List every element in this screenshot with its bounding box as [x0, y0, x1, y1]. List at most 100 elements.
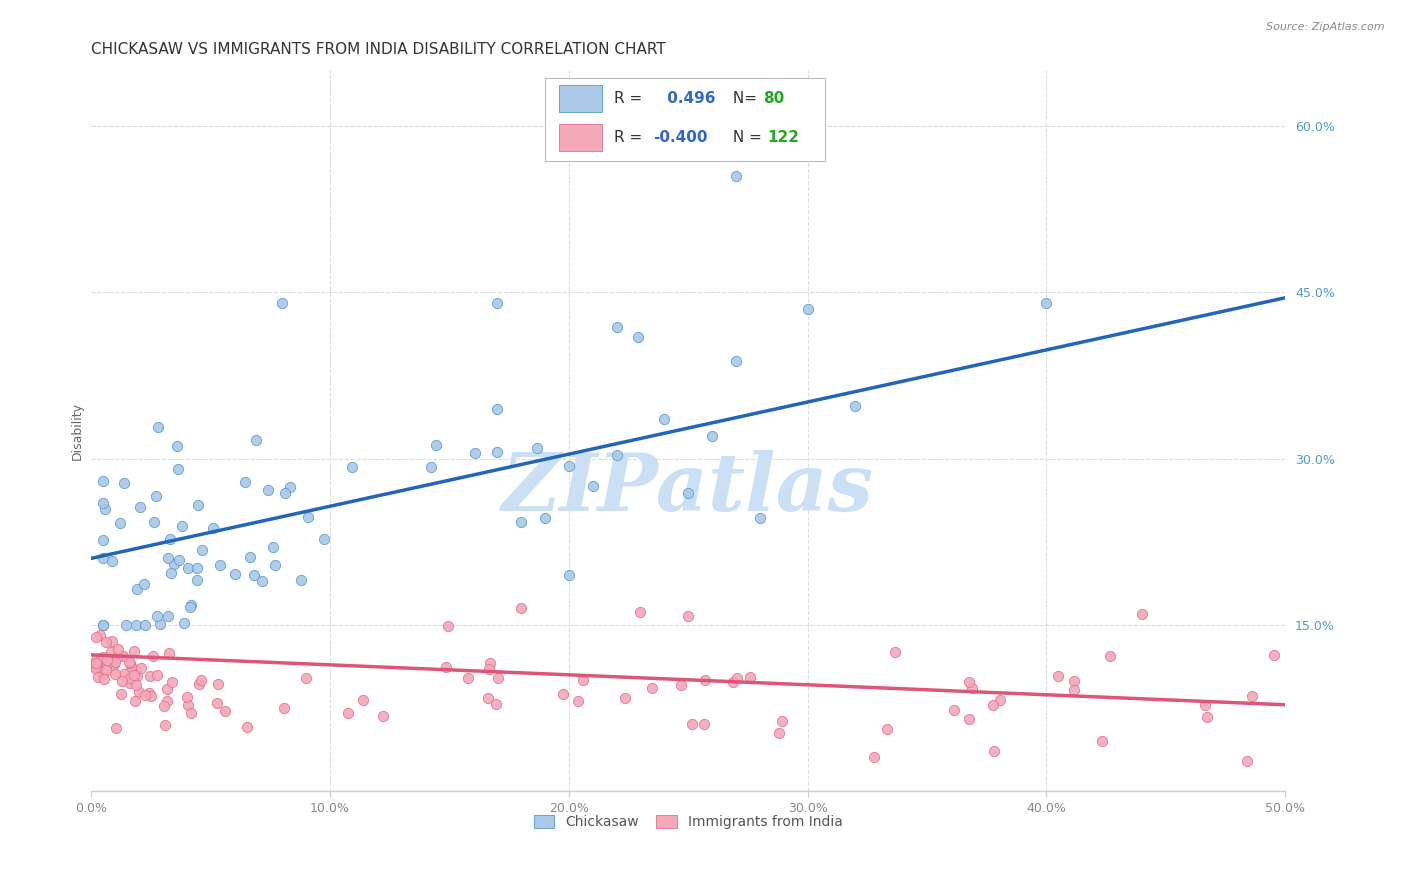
Point — [205, 696, 228, 710]
Point — [117, 656, 139, 670]
Point — [419, 460, 441, 475]
Point — [91, 662, 114, 676]
Point — [91, 496, 114, 510]
Point — [104, 667, 127, 681]
Point — [340, 460, 363, 475]
Point — [1046, 669, 1069, 683]
Point — [146, 420, 169, 434]
Point — [373, 709, 395, 723]
Point — [160, 674, 183, 689]
Point — [748, 511, 770, 525]
Point — [146, 608, 169, 623]
Text: R =: R = — [614, 91, 647, 106]
Point — [606, 320, 628, 334]
Point — [125, 663, 148, 677]
Point — [139, 669, 162, 683]
Point — [100, 634, 122, 648]
Point — [90, 652, 112, 666]
Point — [120, 657, 142, 671]
Point — [156, 694, 179, 708]
Point — [486, 671, 509, 685]
Point — [122, 668, 145, 682]
Point — [314, 532, 336, 546]
Point — [768, 725, 790, 739]
Text: N =: N = — [727, 130, 766, 145]
Point — [863, 750, 886, 764]
Point — [89, 628, 111, 642]
Point — [100, 554, 122, 568]
Point — [128, 500, 150, 514]
Point — [110, 687, 132, 701]
Point — [1194, 698, 1216, 713]
Text: Source: ZipAtlas.com: Source: ZipAtlas.com — [1267, 22, 1385, 32]
Point — [262, 540, 284, 554]
Point — [101, 661, 124, 675]
Point — [876, 722, 898, 736]
Point — [700, 429, 723, 443]
Point — [127, 669, 149, 683]
Point — [118, 671, 141, 685]
Text: CHICKASAW VS IMMIGRANTS FROM INDIA DISABILITY CORRELATION CHART: CHICKASAW VS IMMIGRANTS FROM INDIA DISAB… — [91, 42, 666, 57]
Point — [724, 169, 747, 183]
Point — [239, 550, 262, 565]
Point — [87, 657, 110, 672]
Point — [128, 684, 150, 698]
Point — [464, 446, 486, 460]
Point — [796, 301, 818, 316]
Point — [170, 519, 193, 533]
Point — [84, 630, 107, 644]
Point — [770, 714, 793, 729]
Point — [641, 681, 664, 695]
Point — [510, 515, 533, 529]
Point — [627, 330, 650, 344]
Point — [1063, 683, 1085, 698]
Point — [153, 698, 176, 713]
Point — [111, 648, 134, 663]
Point — [111, 673, 134, 688]
Point — [437, 619, 460, 633]
Point — [243, 568, 266, 582]
Point — [1195, 709, 1218, 723]
Point — [134, 618, 156, 632]
Point — [156, 609, 179, 624]
Point — [208, 558, 231, 572]
Point — [139, 690, 162, 704]
Point — [177, 561, 200, 575]
Point — [134, 688, 156, 702]
Point — [201, 521, 224, 535]
Point — [125, 618, 148, 632]
Point — [173, 615, 195, 630]
Point — [153, 718, 176, 732]
Point — [186, 560, 208, 574]
Text: 80: 80 — [763, 91, 785, 106]
Point — [652, 411, 675, 425]
Point — [614, 690, 637, 705]
Point — [957, 675, 980, 690]
Point — [142, 515, 165, 529]
Point — [180, 706, 202, 721]
Point — [129, 661, 152, 675]
Point — [190, 673, 212, 687]
Point — [146, 667, 169, 681]
FancyBboxPatch shape — [560, 85, 602, 112]
Point — [108, 516, 131, 530]
Point — [676, 486, 699, 500]
Point — [94, 502, 117, 516]
Point — [558, 568, 581, 582]
Point — [236, 720, 259, 734]
Point — [159, 532, 181, 546]
Point — [93, 650, 115, 665]
Point — [93, 673, 115, 687]
Point — [87, 670, 110, 684]
Point — [122, 644, 145, 658]
Point — [112, 476, 135, 491]
Point — [107, 641, 129, 656]
Point — [224, 567, 246, 582]
Point — [988, 693, 1011, 707]
Point — [214, 704, 236, 718]
Point — [160, 566, 183, 580]
Point — [124, 694, 146, 708]
Point — [960, 681, 983, 696]
Point — [558, 459, 581, 474]
Point — [94, 663, 117, 677]
